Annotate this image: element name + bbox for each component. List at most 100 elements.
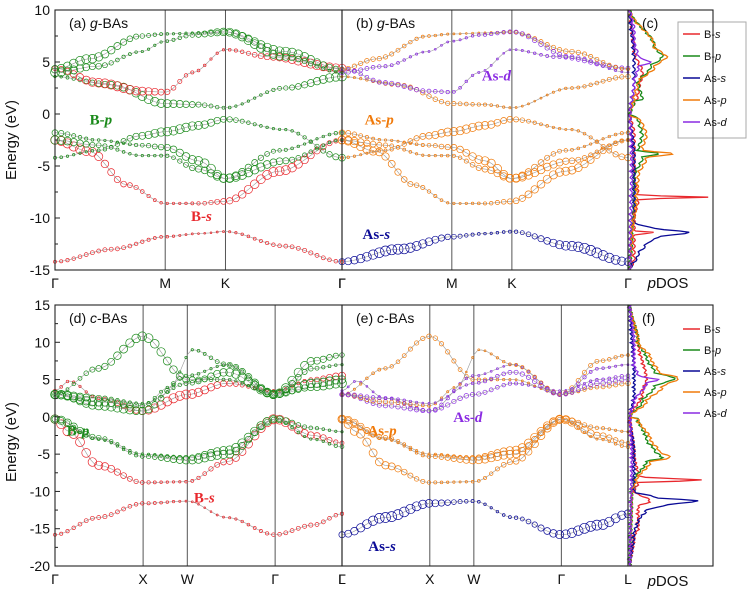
band-point [549, 238, 558, 248]
band-point [564, 127, 568, 131]
panel-f: (f) [626, 304, 714, 567]
band-point [438, 99, 445, 105]
band-point [439, 89, 444, 94]
band-point [332, 352, 339, 359]
band-point [456, 145, 464, 154]
band-point [433, 452, 437, 456]
band-point [144, 130, 153, 139]
band-point [579, 242, 590, 254]
band-point [588, 370, 593, 374]
band-point [296, 144, 300, 149]
band-point [619, 74, 625, 80]
band-point [295, 422, 302, 428]
band-point [427, 34, 431, 38]
band-point [96, 248, 102, 254]
band-point [346, 385, 350, 389]
band-point [607, 427, 612, 431]
band-point [321, 427, 326, 431]
band-point [582, 387, 587, 392]
band-point [94, 52, 104, 62]
band-point [259, 124, 263, 128]
panel-e: As-pAs-dAs-sΓ X W Γ L(e) c-BAs [337, 304, 633, 587]
band-point [483, 475, 487, 480]
legend-label-as-d-f: As-d [704, 408, 728, 420]
band-point [314, 63, 320, 69]
band-point [439, 405, 444, 411]
band-point [507, 29, 513, 35]
band-point [418, 239, 428, 249]
band-point [315, 426, 319, 431]
band-point [181, 122, 191, 133]
band-point [514, 362, 519, 367]
band-point [324, 380, 335, 390]
band-point [351, 420, 358, 426]
band-point [299, 380, 310, 390]
band-point [152, 198, 157, 202]
band-point [446, 40, 450, 44]
band-point [171, 155, 176, 160]
band-point [203, 369, 207, 373]
band-point [513, 29, 519, 35]
band-point [525, 518, 532, 525]
band-point [370, 397, 376, 404]
band-point [424, 499, 434, 508]
band-point [301, 58, 308, 65]
band-point [539, 381, 543, 385]
legend-label-as-d-c: As-d [704, 117, 728, 129]
band-point [183, 73, 189, 78]
band-point [383, 64, 388, 69]
band-point [575, 156, 582, 163]
band-point [271, 87, 276, 92]
band-point [607, 62, 612, 68]
band-point [333, 259, 338, 264]
band-point [109, 441, 113, 445]
band-point [582, 131, 587, 136]
band-point [202, 471, 207, 476]
band-point [313, 147, 321, 155]
band-point [324, 73, 335, 83]
band-point [63, 390, 72, 400]
band-point [200, 166, 209, 175]
band-point [133, 478, 139, 484]
band-point [246, 99, 250, 103]
band-point [597, 250, 609, 261]
band-point [439, 198, 444, 202]
band-point [407, 406, 413, 412]
band-point [170, 85, 177, 91]
band-point [389, 51, 395, 57]
band-point [165, 235, 169, 239]
band-point [532, 37, 538, 43]
band-point [526, 50, 531, 54]
kpoint-label: Γ [338, 571, 346, 587]
band-point [392, 243, 404, 255]
band-point [600, 384, 606, 390]
band-point [358, 394, 364, 401]
band-point [150, 128, 160, 138]
band-point [483, 69, 487, 72]
band-point [613, 382, 619, 388]
band-point [420, 143, 425, 147]
band-point [90, 250, 95, 256]
band-point [162, 126, 172, 137]
band-point [231, 446, 241, 456]
band-point [420, 34, 425, 39]
band-point [440, 43, 443, 47]
band-point [387, 462, 396, 471]
band-point [219, 27, 228, 37]
band-point [238, 190, 247, 199]
band-point [265, 90, 269, 95]
y-tick-label: -15 [30, 521, 50, 537]
band-point [168, 393, 179, 404]
band-point [227, 47, 232, 52]
band-point [569, 385, 575, 391]
band-point [401, 43, 407, 49]
band-point [581, 51, 588, 57]
band-point [426, 189, 432, 194]
band-point [526, 369, 531, 374]
orbital-label-as-d: As-d [482, 69, 512, 85]
band-point [502, 365, 505, 368]
orbital-label-b-p: B-p [90, 112, 113, 128]
band-point [225, 449, 235, 459]
band-point [165, 390, 170, 394]
band-point [371, 390, 375, 394]
